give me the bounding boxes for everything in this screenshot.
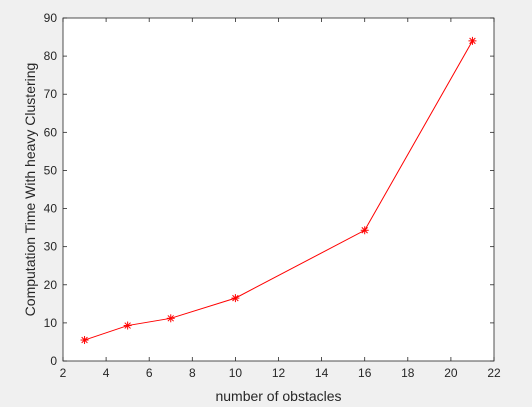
data-point-marker [166, 314, 175, 323]
data-point-marker [231, 294, 240, 303]
y-tick-label: 70 [44, 87, 58, 101]
data-point-marker [468, 36, 477, 45]
data-point-marker [123, 321, 132, 330]
data-point-marker [360, 226, 369, 235]
series-line [84, 40, 473, 341]
y-tick-label: 90 [44, 11, 58, 25]
y-tick-label: 20 [44, 278, 58, 292]
y-tick-label: 40 [44, 202, 58, 216]
y-axis: 0 10 20 30 40 50 60 70 80 90 [44, 11, 494, 368]
plot-area [62, 17, 495, 362]
y-tick-label: 30 [44, 240, 58, 254]
x-tick-label: 18 [401, 366, 415, 380]
x-axis: 2 4 6 8 10 12 14 16 18 20 22 [60, 18, 501, 380]
x-tick-label: 16 [358, 366, 372, 380]
x-tick-label: 20 [444, 366, 458, 380]
series-layer [80, 36, 477, 345]
x-tick-label: 14 [315, 366, 329, 380]
y-tick-label: 10 [44, 316, 58, 330]
x-tick-label: 4 [103, 366, 110, 380]
x-tick-label: 10 [229, 366, 243, 380]
y-tick-label: 0 [50, 354, 57, 368]
x-tick-label: 2 [60, 366, 67, 380]
y-axis-label: Computation Time With heavy Clustering [22, 63, 38, 317]
x-tick-label: 12 [272, 366, 286, 380]
y-tick-label: 60 [44, 125, 58, 139]
x-axis-label: number of obstacles [215, 388, 341, 404]
data-point-marker [80, 336, 89, 345]
y-tick-label: 80 [44, 49, 58, 63]
y-tick-label: 50 [44, 163, 58, 177]
x-tick-label: 8 [189, 366, 196, 380]
x-tick-label: 6 [146, 366, 153, 380]
x-tick-label: 22 [487, 366, 501, 380]
